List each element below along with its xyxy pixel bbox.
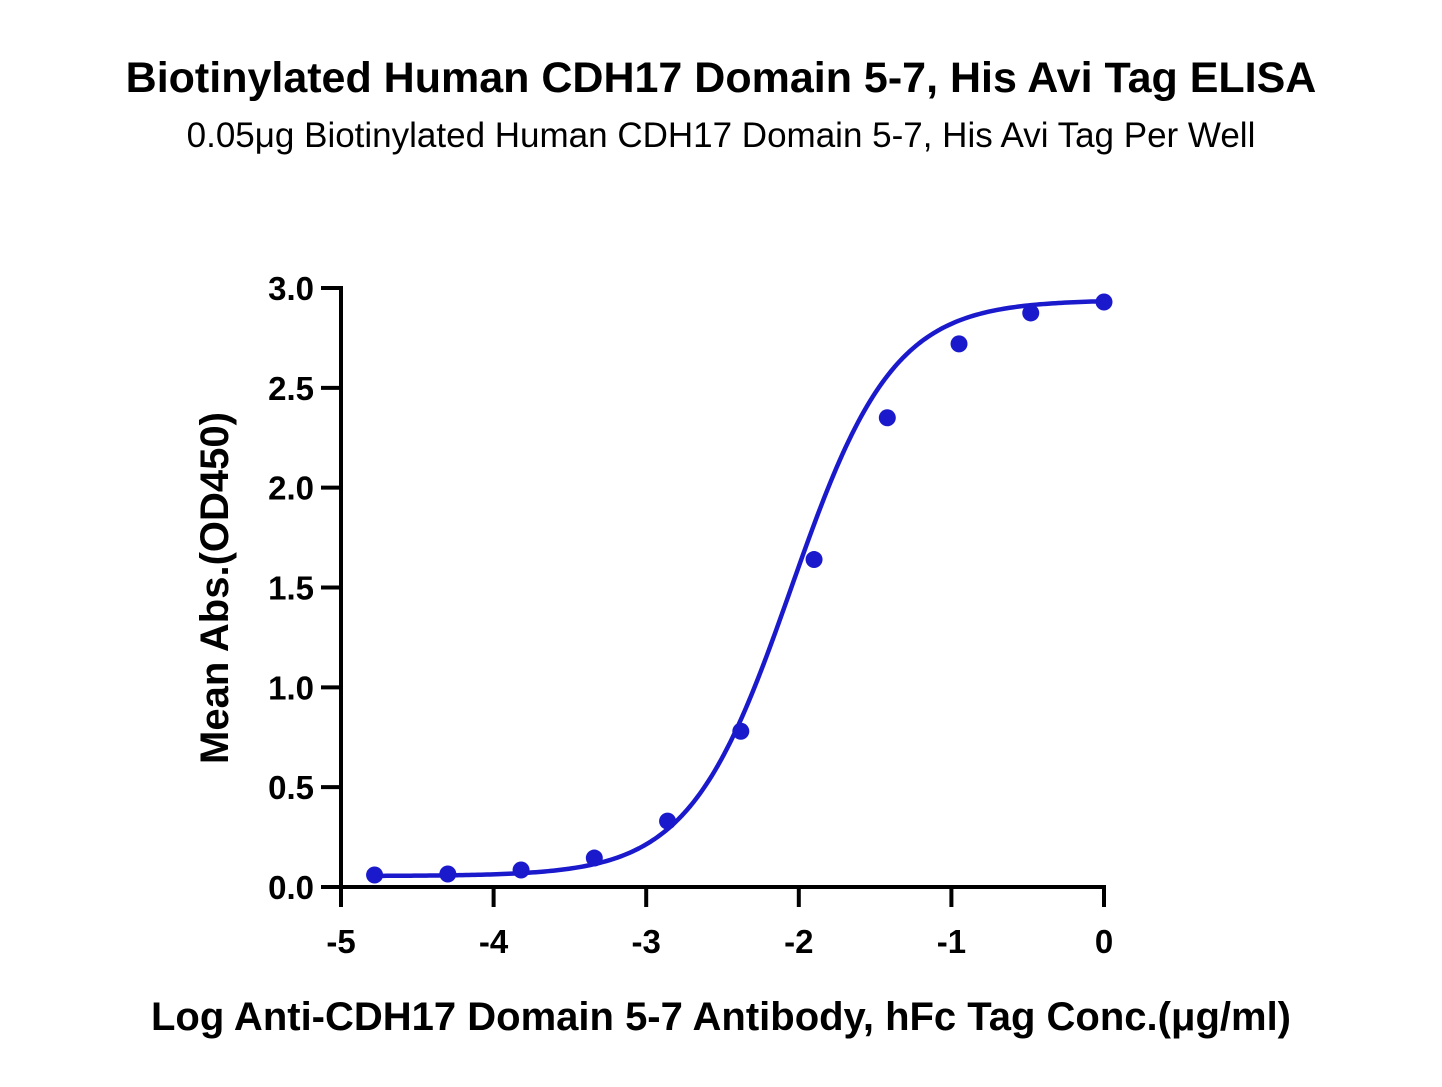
x-tick-label: -5 [326, 923, 355, 960]
data-point [659, 812, 677, 830]
data-point [512, 861, 530, 879]
chart-subtitle: 0.05μg Biotinylated Human CDH17 Domain 5… [186, 116, 1256, 155]
data-point [805, 551, 823, 569]
y-tick-label: 1.5 [268, 570, 314, 607]
data-points-layer [366, 293, 1113, 884]
y-tick-label: 0.5 [268, 769, 314, 806]
fit-curve-layer [374, 298, 1105, 879]
x-tick-label: 0 [1095, 923, 1113, 960]
data-point [366, 866, 384, 884]
data-point [439, 865, 457, 883]
x-tick-label: -2 [784, 923, 813, 960]
x-tick-label: -1 [937, 923, 966, 960]
axis-labels-layer: Log Anti-CDH17 Domain 5-7 Antibody, hFc … [151, 412, 1291, 1039]
chart-title: Biotinylated Human CDH17 Domain 5-7, His… [125, 54, 1317, 102]
x-tick-label: -4 [479, 923, 509, 960]
data-point [585, 849, 603, 867]
y-tick-label: 3.0 [268, 270, 314, 307]
data-point [1022, 304, 1040, 322]
y-tick-label: 0.0 [268, 869, 314, 906]
y-tick-label: 2.5 [268, 370, 314, 407]
x-tick-label: -3 [632, 923, 661, 960]
data-point [1095, 293, 1113, 311]
data-point [950, 335, 968, 353]
fit-curve [374, 298, 1105, 879]
y-tick-label: 2.0 [268, 470, 314, 507]
y-axis-title: Mean Abs.(OD450) [193, 412, 237, 764]
x-axis-title: Log Anti-CDH17 Domain 5-7 Antibody, hFc … [151, 995, 1291, 1039]
axes: 0.0 0.5 1.0 1.5 2.0 2.5 3.0 -5 -4 -3 -2 -1 0 [268, 270, 1113, 960]
data-point [732, 722, 750, 740]
data-point [878, 409, 896, 427]
y-tick-label: 1.0 [268, 669, 314, 706]
